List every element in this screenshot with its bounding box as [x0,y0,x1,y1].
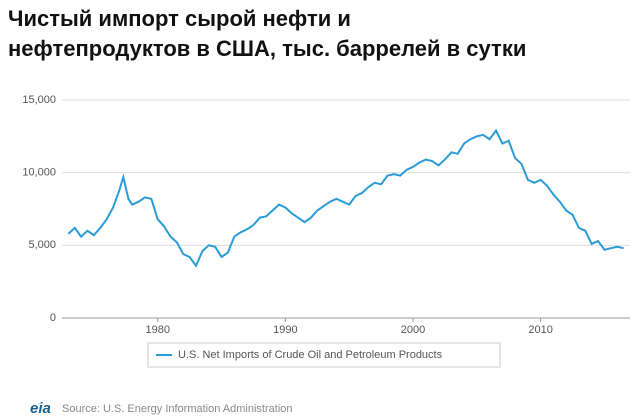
chart-title: нефтепродуктов в США, тыс. баррелей в су… [8,36,526,61]
x-tick-label: 2010 [528,324,552,336]
logo: eia [30,400,51,417]
y-tick-label: 15,000 [22,94,56,106]
source: Source: U.S. Energy Information Administ… [62,403,293,415]
y-tick-label: 5,000 [28,239,56,251]
y-tick-label: 10,000 [22,167,56,179]
y-tick-label: 0 [50,312,56,324]
legend-box [147,342,501,368]
x-tick-label: 2000 [401,324,425,336]
chart-title: Чистый импорт сырой нефти и [8,6,351,31]
series-line [67,128,624,268]
x-tick-label: 1990 [273,324,297,336]
legend-label: U.S. Net Imports of Crude Oil and Petrol… [178,349,443,361]
x-tick-label: 1980 [145,324,169,336]
